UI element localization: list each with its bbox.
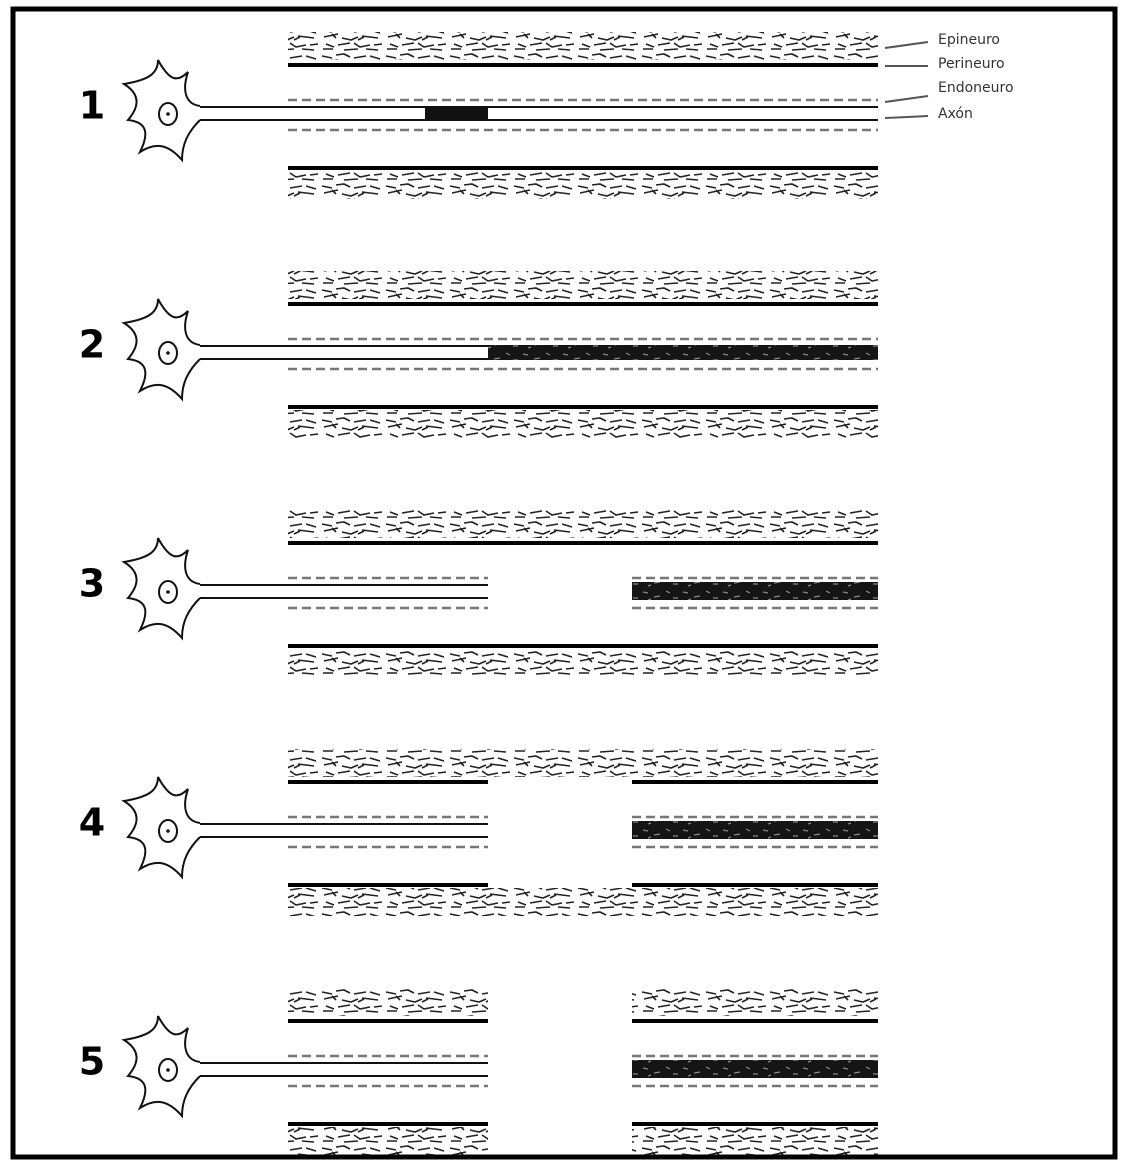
leader-lines (885, 42, 928, 118)
epineurium (632, 988, 878, 1016)
epineurium (288, 749, 878, 777)
row-number: 4 (79, 801, 105, 845)
axon-lesion (425, 107, 488, 120)
legend: Epineuro Perineuro Endoneuro Axón (885, 32, 1014, 122)
degenerated-axon (632, 582, 878, 600)
neuron (124, 777, 200, 877)
nucleolus (166, 1068, 170, 1072)
row-number: 2 (79, 323, 105, 367)
neuron (124, 1016, 200, 1116)
degenerated-axon (632, 821, 878, 839)
row-number: 3 (79, 562, 105, 606)
degenerated-axon (632, 1060, 878, 1078)
legend-label: Axón (938, 106, 973, 122)
legend-label: Epineuro (938, 32, 1000, 48)
degenerated-axon (488, 345, 878, 360)
legend-label: Perineuro (938, 56, 1005, 72)
neuron (124, 299, 200, 399)
epineurium (288, 410, 878, 438)
nucleolus (166, 590, 170, 594)
epineurium (632, 1127, 878, 1155)
row-number: 1 (79, 84, 105, 128)
epineurium (288, 1127, 488, 1155)
epineurium (288, 888, 878, 916)
epineurium (288, 649, 878, 677)
neuron (124, 60, 200, 160)
nucleolus (166, 112, 170, 116)
epineurium (288, 988, 488, 1016)
nucleolus (166, 351, 170, 355)
epineurium (288, 271, 878, 299)
legend-label: Endoneuro (938, 80, 1014, 96)
neuron (124, 538, 200, 638)
epineurium (288, 32, 878, 60)
row-number: 5 (79, 1040, 105, 1084)
epineurium (288, 510, 878, 538)
epineurium (288, 171, 878, 199)
nucleolus (166, 829, 170, 833)
nerve-injury-diagram: Epineuro Perineuro Endoneuro Axón 1 2 3 4 5 (0, 0, 1126, 1164)
